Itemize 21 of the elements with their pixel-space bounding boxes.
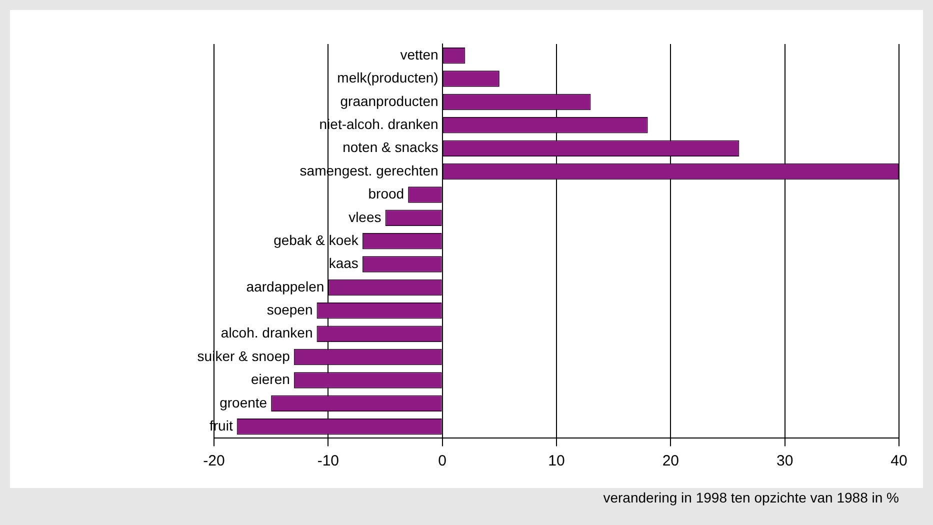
y-tick-label: brood <box>368 186 404 202</box>
x-tick-label: -20 <box>203 452 225 470</box>
y-tick-label: noten & snacks <box>342 139 438 156</box>
x-tick-label: 30 <box>776 452 794 470</box>
x-axis-title: verandering in 1998 ten opzichte van 1988 in % <box>603 489 899 506</box>
x-tick-label: 40 <box>890 452 908 470</box>
y-tick-label: graanproducten <box>340 92 438 109</box>
y-tick-label: melk(producten) <box>337 70 438 86</box>
x-tick-label: 20 <box>662 452 680 470</box>
y-tick-label: vetten <box>400 46 438 62</box>
y-tick-label: alcoh. dranken <box>220 324 313 341</box>
y-tick-label: kaas <box>328 255 358 272</box>
x-tick-label: 0 <box>438 452 447 470</box>
y-tick-label: groente <box>220 394 268 410</box>
x-tick-label: 10 <box>548 452 565 470</box>
y-tick-label: gebak & koek <box>274 232 360 248</box>
x-tick-label: -10 <box>317 452 340 470</box>
y-tick-label: soepen <box>266 302 313 318</box>
y-tick-label: eieren <box>250 371 290 388</box>
y-tick-label: aardappelen <box>246 278 324 294</box>
y-tick-label: vlees <box>348 208 382 225</box>
